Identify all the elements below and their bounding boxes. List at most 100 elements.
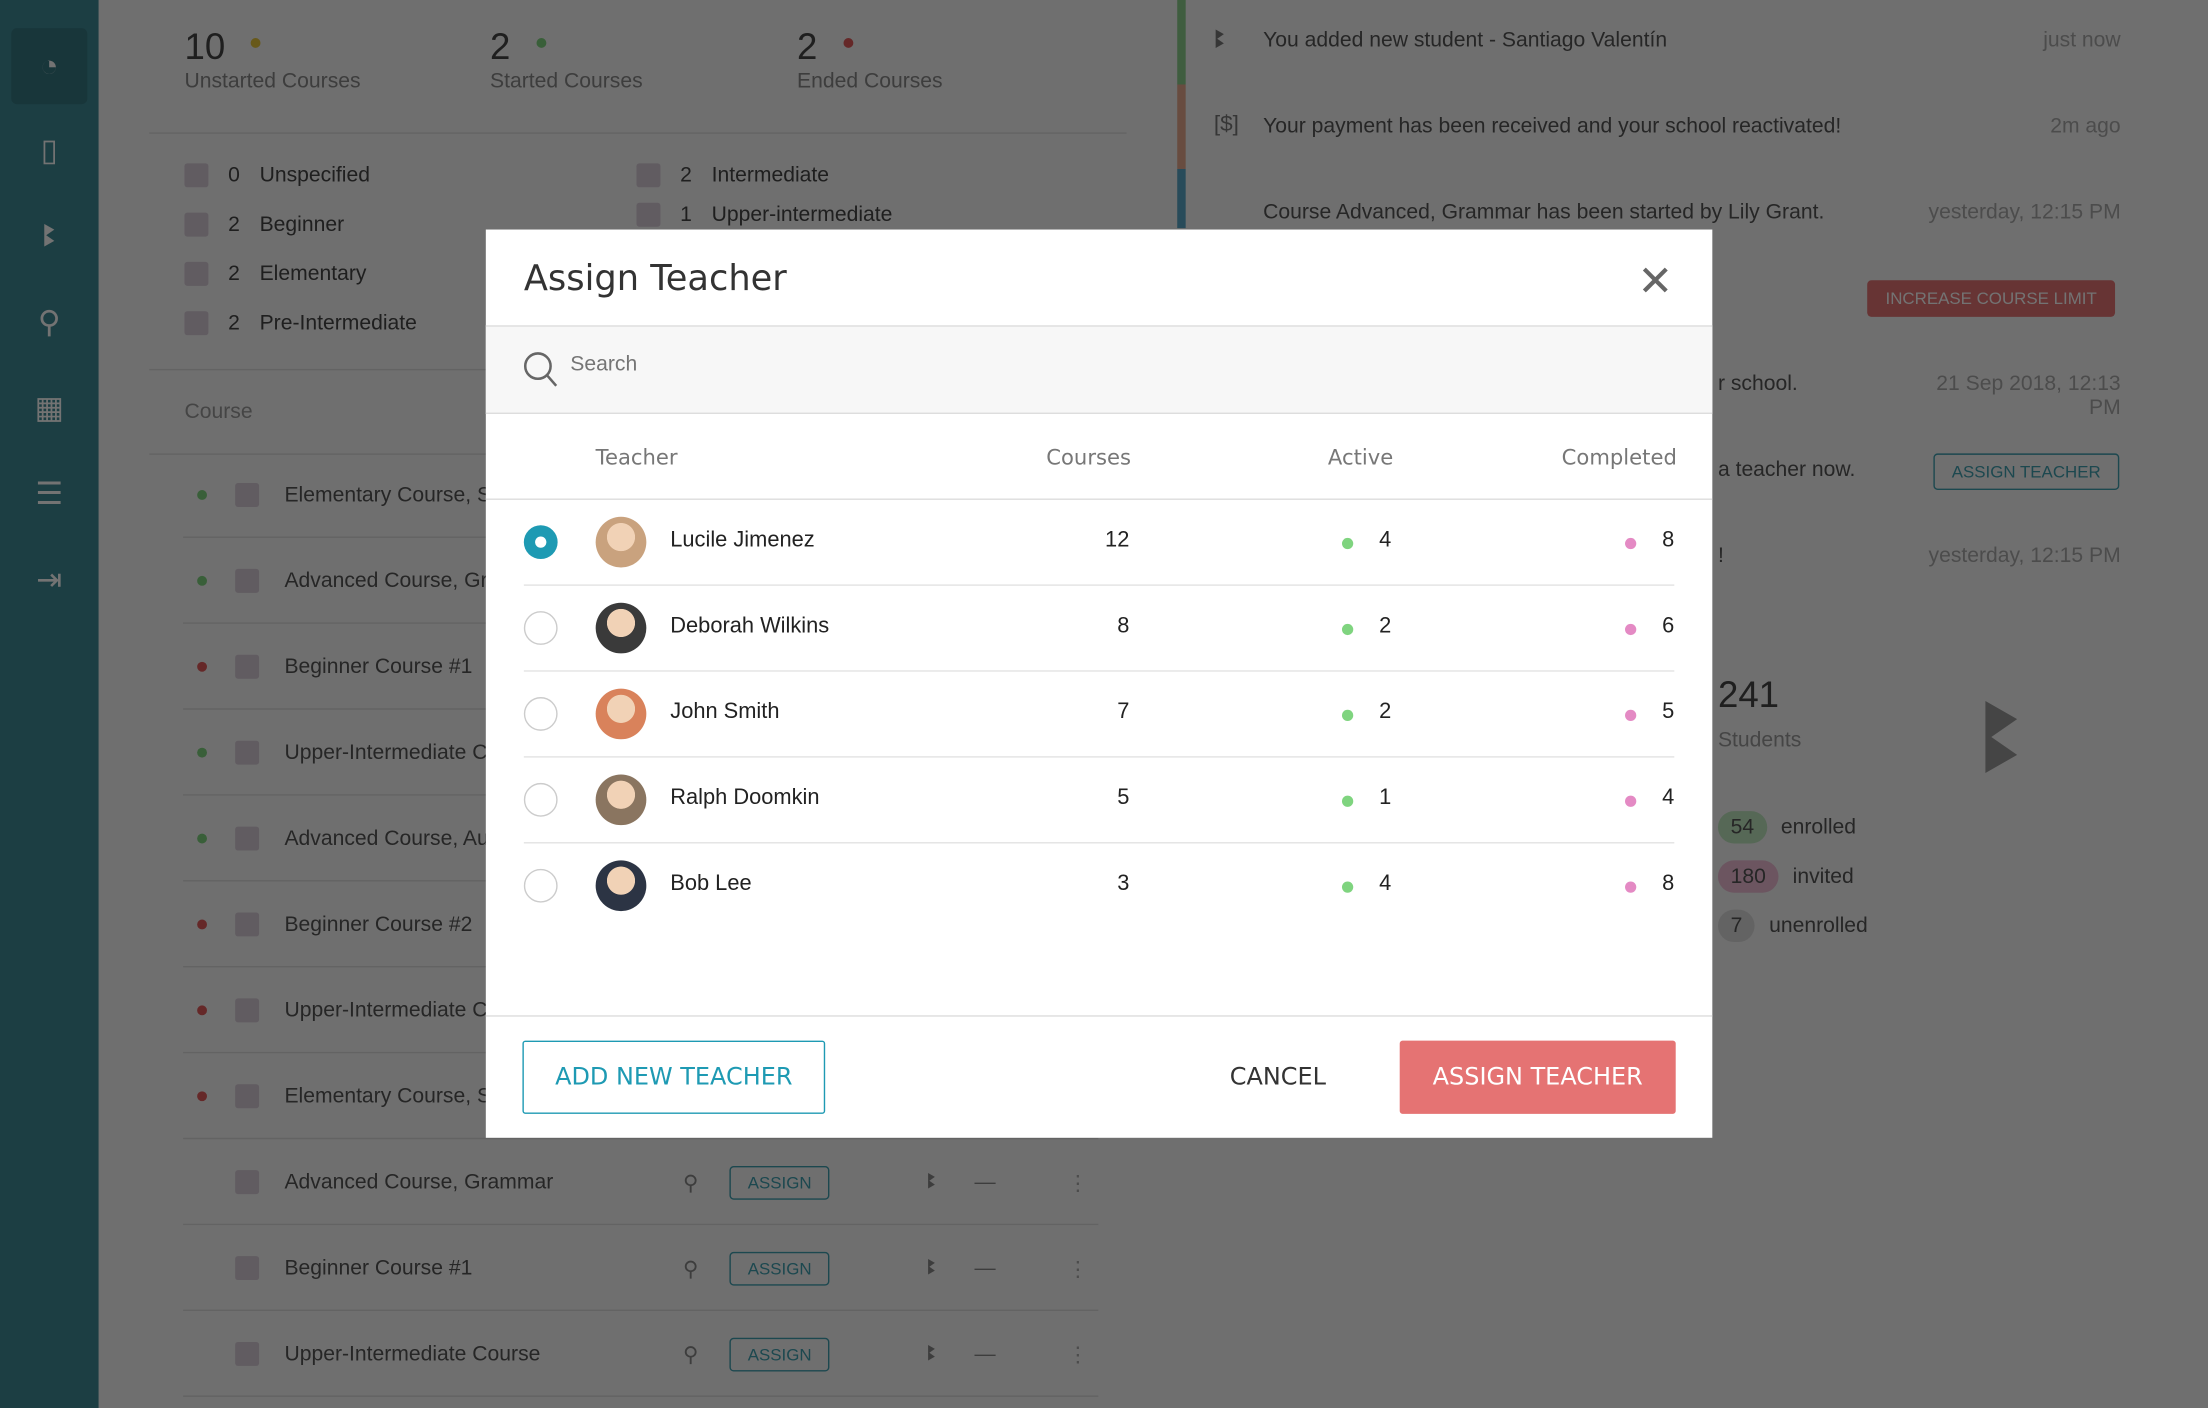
teacher-radio[interactable] bbox=[523, 868, 558, 903]
status-dot bbox=[197, 575, 207, 586]
course-row[interactable]: Upper-Intermediate Course ⚲ ASSIGN ꔪ — ⋮ bbox=[183, 1312, 1099, 1397]
avatar bbox=[595, 860, 647, 912]
logout-icon[interactable]: ⇥ bbox=[36, 561, 63, 598]
stat-label: Started Courses bbox=[490, 68, 643, 93]
active-count: 2 bbox=[1379, 613, 1392, 638]
level-count: 2 bbox=[228, 311, 240, 336]
book-icon[interactable]: ▯ bbox=[40, 132, 58, 168]
status-dot bbox=[197, 1349, 207, 1359]
course-row[interactable]: Elementary Course, S bbox=[183, 1055, 1099, 1140]
active-dot bbox=[1341, 537, 1354, 550]
teacher-row[interactable]: Bob Lee 3 4 8 bbox=[486, 843, 1713, 929]
payment-icon: [$] bbox=[1213, 112, 1239, 137]
students-icon: ꔪ bbox=[926, 1170, 937, 1195]
avatar bbox=[595, 516, 647, 568]
active-count: 4 bbox=[1379, 871, 1392, 896]
course-column-header: Course bbox=[184, 399, 253, 424]
students-icon[interactable]: ꔪ bbox=[42, 218, 57, 254]
avatar bbox=[595, 688, 647, 740]
status-dot bbox=[197, 1177, 207, 1187]
add-new-teacher-button[interactable]: ADD NEW TEACHER bbox=[522, 1040, 826, 1114]
completed-dot bbox=[1625, 623, 1637, 636]
level-label: Unspecified bbox=[259, 163, 370, 188]
teacher-name: John Smith bbox=[670, 699, 780, 724]
status-dot bbox=[197, 1263, 207, 1273]
feed-accent-blue bbox=[1177, 168, 1186, 229]
active-count: 2 bbox=[1379, 699, 1392, 724]
more-menu-icon[interactable]: ⋮ bbox=[1067, 1170, 1089, 1195]
status-dot bbox=[197, 661, 207, 672]
more-menu-icon[interactable]: ⋮ bbox=[1067, 1342, 1089, 1367]
courses-count: 3 bbox=[1117, 871, 1130, 896]
assign-teacher-modal: Assign Teacher ✕ Teacher Courses Active … bbox=[485, 229, 1713, 1138]
assign-teacher-button[interactable]: ASSIGN TEACHER bbox=[1399, 1040, 1676, 1114]
level-label: Pre-Intermediate bbox=[259, 311, 417, 336]
level-count: 2 bbox=[228, 261, 240, 286]
unenrolled-stat: 7 unenrolled bbox=[1717, 909, 1868, 943]
completed-count: 4 bbox=[1662, 785, 1675, 810]
course-name: Beginner Course #2 bbox=[284, 912, 473, 937]
teacher-radio[interactable] bbox=[523, 782, 558, 817]
level-count: 0 bbox=[228, 163, 240, 188]
assign-button[interactable]: ASSIGN bbox=[729, 1337, 830, 1371]
teacher-radio[interactable] bbox=[523, 697, 558, 731]
more-menu-icon[interactable]: ⋮ bbox=[1067, 1256, 1089, 1281]
teacher-row[interactable]: Deborah Wilkins 8 2 6 bbox=[486, 586, 1713, 672]
teacher-row[interactable]: John Smith 7 2 5 bbox=[486, 672, 1713, 758]
teacher-radio[interactable] bbox=[523, 525, 558, 560]
column-header-active[interactable]: Active bbox=[1327, 444, 1394, 471]
teacher-icon: ⚲ bbox=[682, 1256, 699, 1281]
students-group-icon: ꔪ bbox=[1978, 684, 2025, 795]
settings-icon[interactable]: ☰ bbox=[35, 475, 64, 512]
cancel-button[interactable]: CANCEL bbox=[1229, 1063, 1327, 1092]
feed-assign-teacher-button[interactable]: ASSIGN TEACHER bbox=[1933, 453, 2120, 491]
school-icon[interactable]: ▦ bbox=[34, 390, 64, 426]
level-label: Elementary bbox=[259, 261, 367, 286]
completed-dot bbox=[1625, 795, 1637, 807]
stat-started: 2 Started Courses bbox=[490, 25, 643, 93]
assign-button[interactable]: ASSIGN bbox=[729, 1251, 830, 1285]
courses-count: 8 bbox=[1117, 613, 1130, 638]
status-dot bbox=[197, 1005, 207, 1016]
completed-dot bbox=[1625, 537, 1637, 550]
course-name: Upper-Intermediate C bbox=[284, 740, 488, 765]
close-icon[interactable]: ✕ bbox=[1637, 259, 1673, 306]
completed-count: 5 bbox=[1662, 699, 1675, 724]
divider bbox=[149, 132, 1127, 134]
invited-label: invited bbox=[1792, 864, 1854, 889]
students-count: — bbox=[974, 1341, 996, 1366]
active-count: 1 bbox=[1379, 785, 1392, 810]
feed-time: 21 Sep 2018, 12:13 PM bbox=[1936, 371, 2121, 420]
level-count: 2 bbox=[228, 212, 240, 237]
divider bbox=[485, 1015, 1713, 1017]
increase-course-limit-button[interactable]: INCREASE COURSE LIMIT bbox=[1867, 280, 2116, 317]
teacher-radio[interactable] bbox=[523, 611, 558, 645]
feed-text: You added new student - Santiago Valentí… bbox=[1263, 28, 1668, 53]
avatar bbox=[595, 774, 647, 826]
feed-item: Course Advanced, Grammar has been starte… bbox=[1263, 200, 2121, 224]
status-dot bbox=[197, 490, 207, 500]
students-icon: ꔪ bbox=[926, 1256, 937, 1281]
column-header-completed[interactable]: Completed bbox=[1561, 444, 1677, 471]
level-label: Beginner bbox=[259, 212, 345, 237]
assign-button[interactable]: ASSIGN bbox=[729, 1165, 830, 1200]
teacher-row[interactable]: Ralph Doomkin 5 1 4 bbox=[486, 758, 1713, 844]
column-header-teacher[interactable]: Teacher bbox=[595, 444, 678, 471]
course-row[interactable]: Beginner Course #1 ⚲ ASSIGN ꔪ — ⋮ bbox=[183, 1227, 1099, 1311]
teacher-row[interactable]: Lucile Jimenez 12 4 8 bbox=[486, 500, 1713, 586]
teacher-icon: ⚲ bbox=[682, 1170, 699, 1195]
dashboard-icon[interactable]: ◔ bbox=[39, 47, 59, 84]
column-header-courses[interactable]: Courses bbox=[1046, 444, 1132, 471]
course-row[interactable]: Advanced Course, Grammar ⚲ ASSIGN ꔪ — ⋮ bbox=[183, 1141, 1099, 1226]
search-input[interactable] bbox=[570, 352, 1557, 376]
level-count: 1 bbox=[680, 202, 692, 227]
feed-time: just now bbox=[2043, 28, 2121, 53]
status-dot bbox=[843, 38, 854, 48]
unenrolled-label: unenrolled bbox=[1769, 913, 1868, 938]
stat-value: 10 bbox=[184, 25, 226, 68]
course-name: Beginner Course #1 bbox=[284, 1256, 473, 1281]
invited-count: 180 bbox=[1717, 860, 1779, 893]
teacher-icon[interactable]: ⚲ bbox=[37, 304, 61, 340]
active-dot bbox=[1341, 881, 1354, 893]
course-name: Upper-Intermediate Course bbox=[284, 1341, 541, 1366]
